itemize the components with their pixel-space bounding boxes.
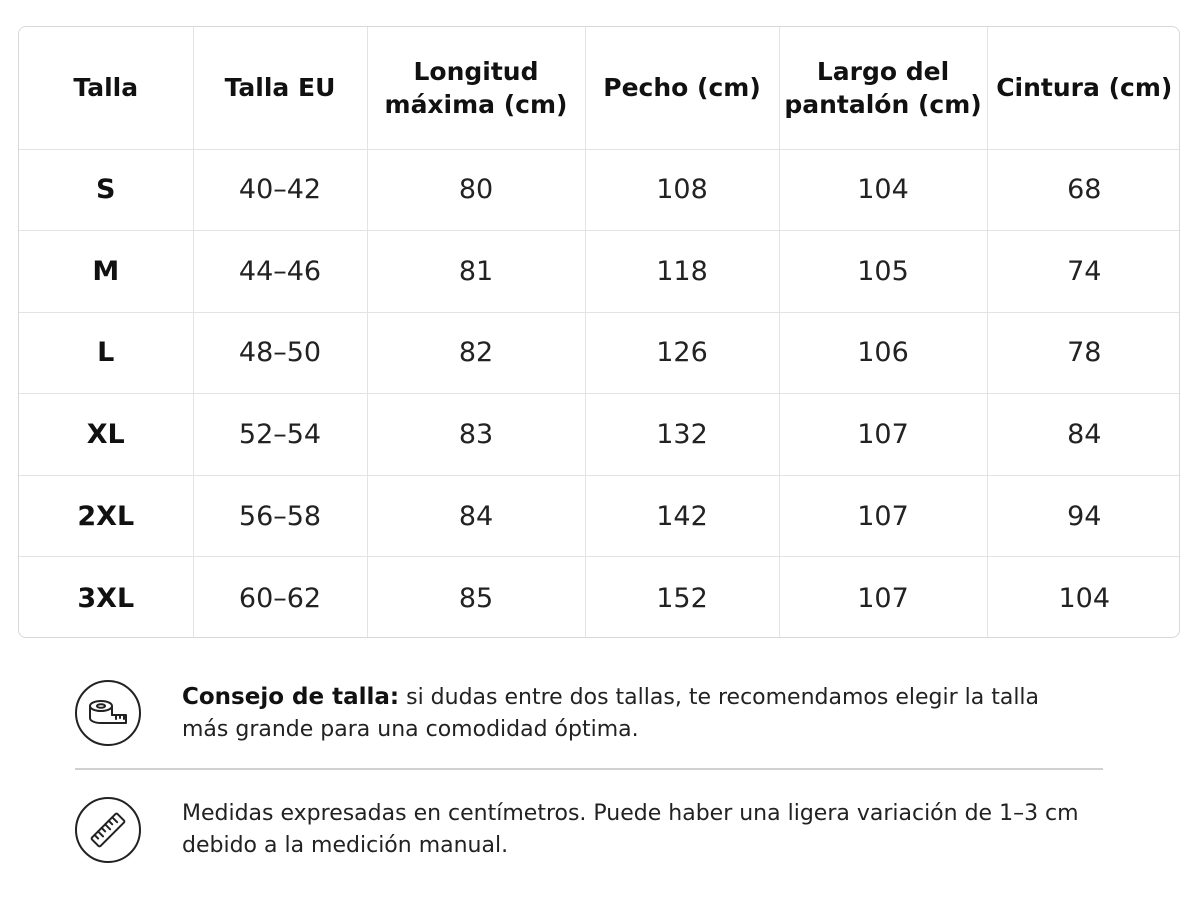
table-row: S 40–42 80 108 104 68 xyxy=(19,149,1179,232)
cell-waist: 74 xyxy=(987,230,1179,313)
cell-eu-size: 56–58 xyxy=(193,475,368,558)
cell-pant-length: 105 xyxy=(779,230,988,313)
size-chart-table: Talla Talla EU Longitud máxima (cm) Pech… xyxy=(18,26,1180,638)
cell-chest: 118 xyxy=(585,230,780,313)
cell-chest: 108 xyxy=(585,149,780,232)
size-tip-text: Consejo de talla: si dudas entre dos tal… xyxy=(182,681,1082,746)
cell-eu-size: 60–62 xyxy=(193,556,368,637)
cell-max-length: 84 xyxy=(367,475,586,558)
cell-size: S xyxy=(19,149,194,232)
cell-max-length: 81 xyxy=(367,230,586,313)
cell-eu-size: 40–42 xyxy=(193,149,368,232)
cell-waist: 78 xyxy=(987,312,1179,395)
cell-pant-length: 107 xyxy=(779,393,988,476)
cell-max-length: 83 xyxy=(367,393,586,476)
cell-max-length: 82 xyxy=(367,312,586,395)
table-row: M 44–46 81 118 105 74 xyxy=(19,230,1179,313)
header-talla: Talla xyxy=(19,27,194,150)
cell-pant-length: 107 xyxy=(779,475,988,558)
cell-chest: 126 xyxy=(585,312,780,395)
measurement-note: Medidas expresadas en centímetros. Puede… xyxy=(75,790,1105,870)
cell-chest: 152 xyxy=(585,556,780,637)
size-tip: Consejo de talla: si dudas entre dos tal… xyxy=(75,673,1105,753)
cell-size: 3XL xyxy=(19,556,194,637)
ruler-icon xyxy=(75,797,141,863)
size-tip-title: Consejo de talla: xyxy=(182,683,400,710)
table-row: L 48–50 82 126 106 78 xyxy=(19,312,1179,395)
table-row: 2XL 56–58 84 142 107 94 xyxy=(19,475,1179,558)
cell-max-length: 80 xyxy=(367,149,586,232)
cell-pant-length: 104 xyxy=(779,149,988,232)
size-tip-body: si dudas entre dos tallas, te recomendam… xyxy=(182,684,1040,742)
cell-size: XL xyxy=(19,393,194,476)
cell-pant-length: 106 xyxy=(779,312,988,395)
cell-eu-size: 52–54 xyxy=(193,393,368,476)
cell-size: 2XL xyxy=(19,475,194,558)
cell-eu-size: 48–50 xyxy=(193,312,368,395)
cell-chest: 142 xyxy=(585,475,780,558)
cell-waist: 104 xyxy=(1058,582,1111,614)
header-longitud-maxima: Longitud máxima (cm) xyxy=(367,27,586,150)
header-talla-eu: Talla EU xyxy=(193,27,368,150)
cell-chest: 132 xyxy=(585,393,780,476)
table-row: XL 52–54 83 132 107 84 xyxy=(19,393,1179,476)
divider xyxy=(75,768,1103,770)
cell-waist: 84 xyxy=(987,393,1179,476)
cell-size: L xyxy=(19,312,194,395)
measuring-tape-icon xyxy=(75,680,141,746)
measurement-note-text: Medidas expresadas en centímetros. Puede… xyxy=(182,801,1079,858)
table-row: 3XL 60–62 85 152 107 104 xyxy=(19,556,1179,637)
header-largo-pantalon: Largo del pantalón (cm) xyxy=(779,27,988,150)
cell-waist: 94 xyxy=(987,475,1179,558)
table-header-row: Talla Talla EU Longitud máxima (cm) Pech… xyxy=(19,27,1179,150)
header-cintura: Cintura (cm) xyxy=(987,27,1179,150)
cell-max-length: 85 xyxy=(367,556,586,637)
cell-waist: 68 xyxy=(987,149,1179,232)
cell-size: M xyxy=(19,230,194,313)
cell-pant-length: 107 xyxy=(779,556,988,637)
header-pecho: Pecho (cm) xyxy=(585,27,780,150)
cell-eu-size: 44–46 xyxy=(193,230,368,313)
